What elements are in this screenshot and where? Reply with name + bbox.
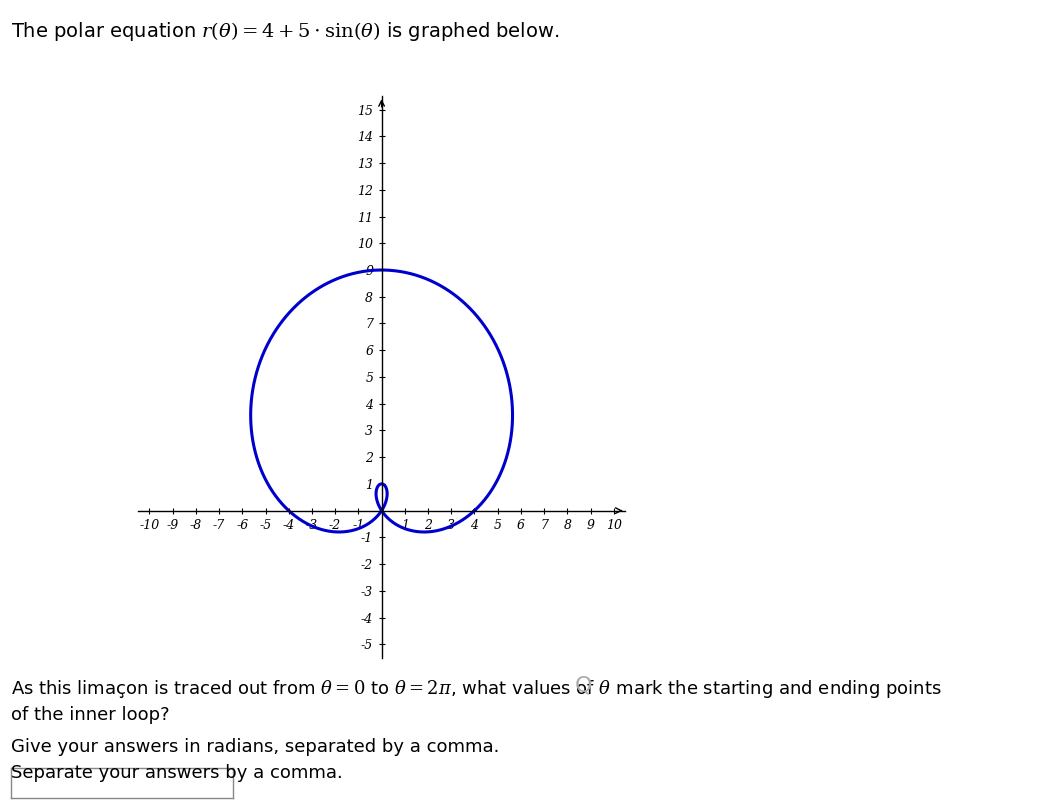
Text: As this limaçon is traced out from $\theta = 0$ to $\theta = 2\pi$, what values : As this limaçon is traced out from $\the… (11, 678, 941, 699)
Text: Q: Q (575, 676, 591, 695)
Text: The polar equation $r(\theta) = 4 + 5 \cdot \sin(\theta)$ is graphed below.: The polar equation $r(\theta) = 4 + 5 \c… (11, 20, 559, 43)
Text: Give your answers in radians, separated by a comma.: Give your answers in radians, separated … (11, 738, 499, 755)
Text: Separate your answers by a comma.: Separate your answers by a comma. (11, 764, 342, 782)
Text: of the inner loop?: of the inner loop? (11, 706, 170, 723)
